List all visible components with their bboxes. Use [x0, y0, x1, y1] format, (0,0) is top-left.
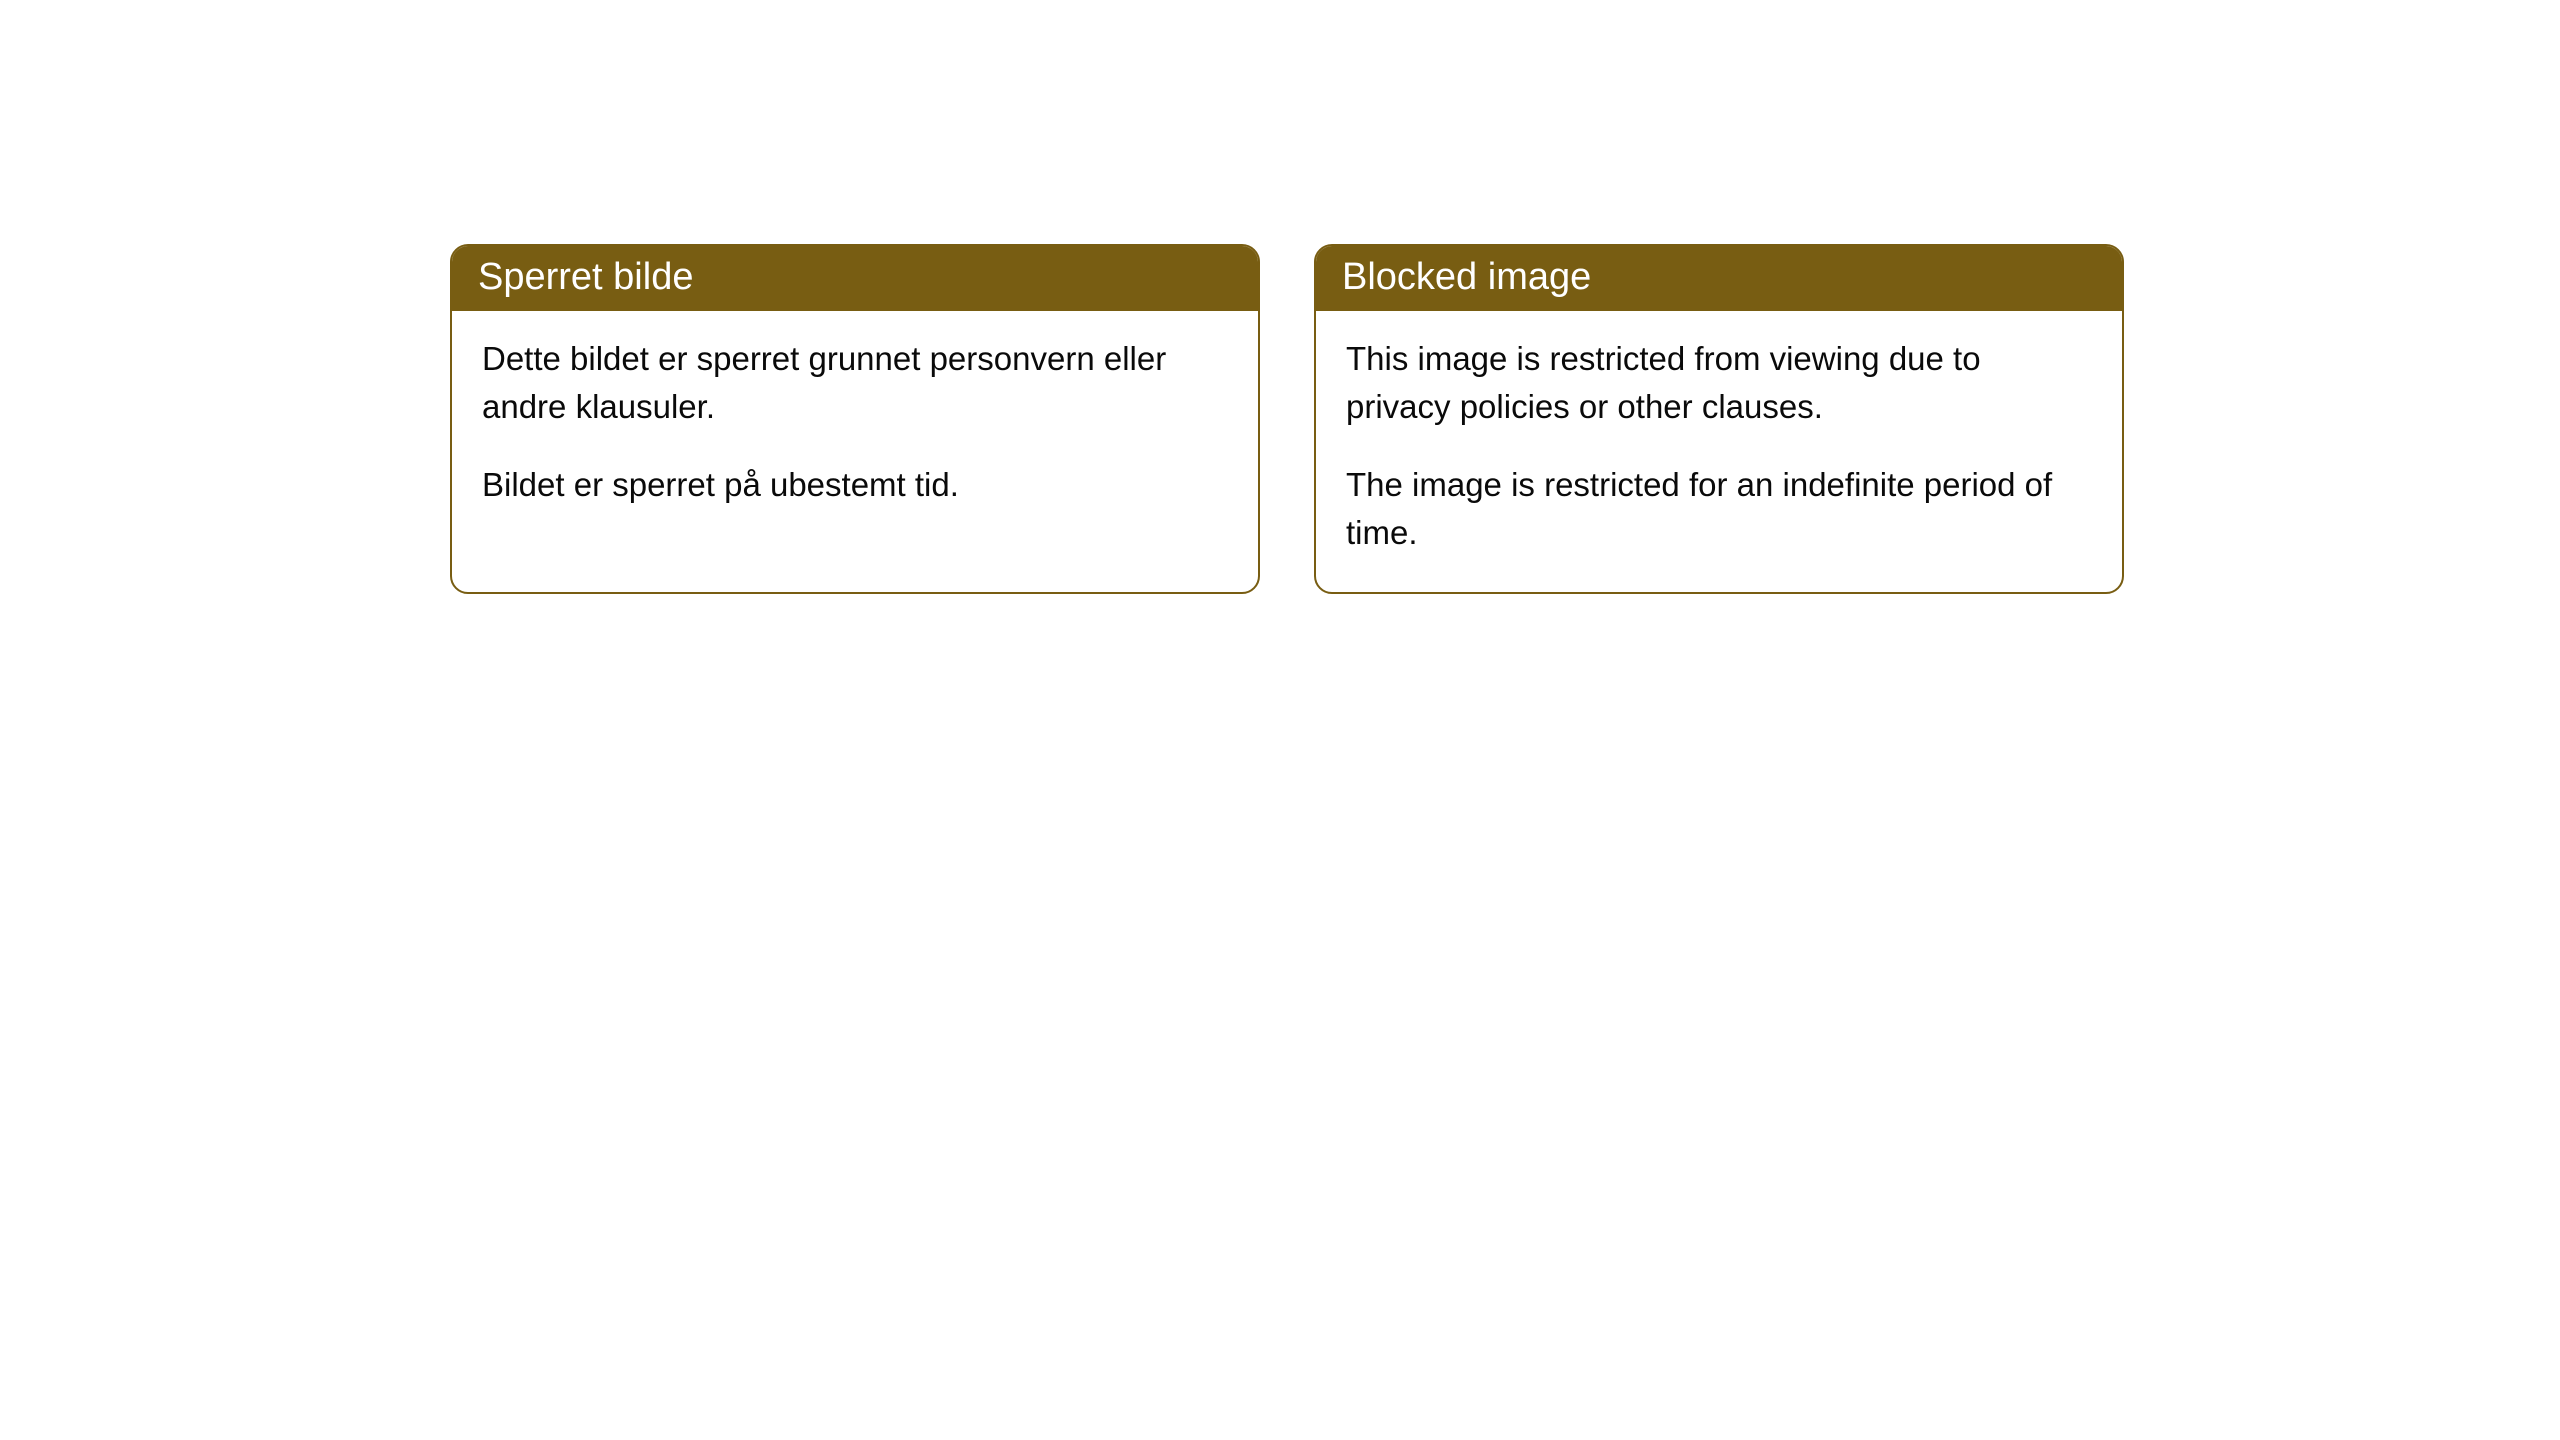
card-body-no: Dette bildet er sperret grunnet personve… [452, 311, 1258, 545]
card-title-no: Sperret bilde [478, 256, 693, 298]
card-header-en: Blocked image [1316, 246, 2122, 311]
card-body-en: This image is restricted from viewing du… [1316, 311, 2122, 592]
blocked-image-card-no: Sperret bilde Dette bildet er sperret gr… [450, 244, 1260, 594]
blocked-image-card-en: Blocked image This image is restricted f… [1314, 244, 2124, 594]
card-text-en-1: This image is restricted from viewing du… [1346, 335, 2092, 431]
card-text-en-2: The image is restricted for an indefinit… [1346, 461, 2092, 557]
card-header-no: Sperret bilde [452, 246, 1258, 311]
cards-container: Sperret bilde Dette bildet er sperret gr… [0, 0, 2560, 594]
card-text-no-2: Bildet er sperret på ubestemt tid. [482, 461, 1228, 509]
card-text-no-1: Dette bildet er sperret grunnet personve… [482, 335, 1228, 431]
card-title-en: Blocked image [1342, 256, 1591, 298]
